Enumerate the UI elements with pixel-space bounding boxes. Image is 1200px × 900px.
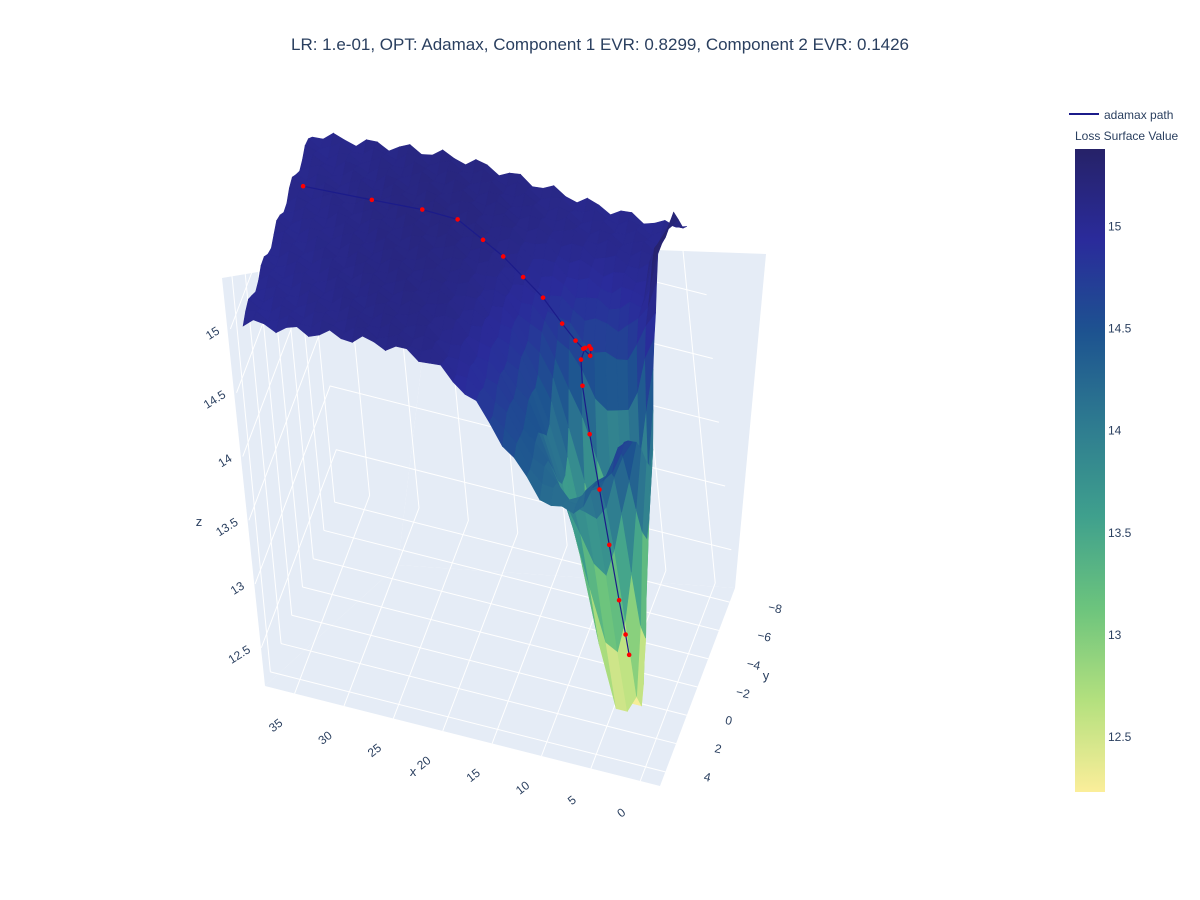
path-marker	[480, 237, 486, 243]
path-marker	[606, 542, 612, 548]
x-tick-label: 5	[565, 793, 579, 808]
z-tick-label: 13.5	[213, 515, 241, 539]
z-tick-label: 13	[228, 579, 247, 598]
legend[interactable]: adamax path	[1069, 108, 1173, 122]
y-tick-label: −4	[745, 656, 762, 673]
y-tick-label: 2	[713, 741, 723, 756]
colorbar-gradient	[1075, 149, 1105, 792]
surface-cell	[550, 185, 567, 199]
path-marker	[300, 183, 306, 189]
z-axis-title: z	[196, 514, 203, 529]
y-tick-label: −6	[756, 628, 773, 645]
x-tick-label: 10	[513, 778, 532, 797]
z-tick-label: 12.5	[226, 642, 254, 666]
surface-cell	[612, 441, 625, 473]
path-marker	[578, 357, 584, 362]
path-marker	[520, 274, 526, 280]
path-marker	[500, 254, 506, 259]
y-axis-title: y	[763, 668, 770, 683]
optimizer-path	[300, 183, 632, 658]
surface-cell	[605, 351, 619, 412]
x-tick-label: 30	[316, 728, 335, 747]
colorbar-title: Loss Surface Value	[1075, 129, 1178, 143]
colorbar-tick-label: 13.5	[1108, 526, 1132, 540]
path-marker	[540, 295, 546, 300]
scene-left-pane	[222, 242, 436, 686]
surface-cell	[616, 359, 630, 411]
path-marker	[582, 345, 588, 351]
z-tick-label: 14	[216, 451, 235, 470]
path-marker	[587, 431, 592, 437]
x-tick-label: 35	[266, 715, 285, 734]
path-marker	[573, 338, 578, 343]
path-marker	[623, 632, 628, 637]
y-tick-label: −8	[767, 600, 784, 617]
path-marker	[597, 487, 602, 492]
z-tick-label: 15	[203, 324, 222, 343]
chart-title: LR: 1.e-01, OPT: Adamax, Component 1 EVR…	[291, 35, 909, 54]
colorbar-ticks: 15 14.5 14 13.5 13 12.5	[1108, 220, 1132, 744]
path-marker	[616, 597, 622, 603]
path-marker	[559, 321, 565, 326]
legend-item-adamax-path[interactable]: adamax path	[1104, 108, 1173, 122]
loss-surface	[242, 132, 688, 713]
path-marker	[455, 217, 460, 222]
y-tick-label: 0	[724, 713, 734, 728]
colorbar-tick-label: 13	[1108, 628, 1122, 642]
path-marker	[419, 207, 425, 212]
path-marker	[587, 353, 593, 359]
x-axis-title: x	[410, 764, 417, 779]
z-tick-label: 14.5	[201, 387, 229, 411]
colorbar-tick-label: 14.5	[1108, 322, 1132, 336]
path-marker	[626, 652, 632, 658]
path-marker	[587, 343, 592, 349]
colorbar-tick-label: 12.5	[1108, 730, 1132, 744]
colorbar-tick-label: 14	[1108, 424, 1122, 438]
x-tick-label: 0	[614, 805, 628, 820]
y-tick-label: 4	[703, 770, 713, 785]
colorbar: Loss Surface Value 15 14.5 14 13.5 13 12.5	[1075, 129, 1178, 792]
path-marker	[580, 383, 585, 389]
x-tick-label: 15	[464, 765, 483, 784]
path-marker	[369, 197, 375, 203]
x-tick-label: 20	[414, 753, 433, 772]
surface-cell	[594, 318, 608, 354]
x-tick-label: 25	[365, 740, 384, 759]
y-tick-label: −2	[735, 685, 752, 702]
colorbar-tick-label: 15	[1108, 220, 1122, 234]
